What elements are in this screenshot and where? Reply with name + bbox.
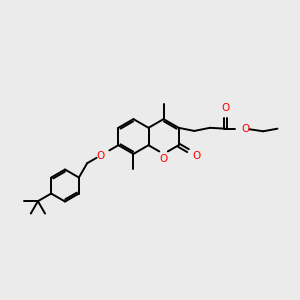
Text: O: O [192, 151, 201, 160]
Text: O: O [241, 124, 250, 134]
Text: O: O [159, 154, 168, 164]
Text: O: O [96, 151, 105, 160]
Text: O: O [221, 103, 230, 113]
